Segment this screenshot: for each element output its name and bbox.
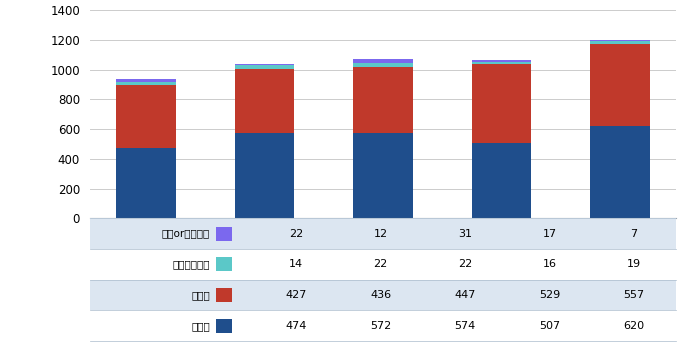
Bar [353,133,413,218]
FancyBboxPatch shape [216,258,233,271]
Bar [353,63,413,67]
Bar [591,41,649,44]
Text: 574: 574 [455,321,475,331]
Text: 529: 529 [539,290,560,300]
FancyBboxPatch shape [90,280,676,310]
Text: 7: 7 [631,229,638,239]
Text: 外因性: 外因性 [191,321,210,331]
Text: 17: 17 [542,229,557,239]
Text: 内因性: 内因性 [191,290,210,300]
Bar [117,79,175,82]
Text: 14: 14 [289,259,303,269]
Bar [591,126,649,218]
Text: 436: 436 [370,290,391,300]
Bar [472,143,531,218]
Bar [117,85,175,148]
Text: 22: 22 [289,229,304,239]
Bar [235,69,294,133]
Bar [353,59,413,63]
Text: 507: 507 [539,321,560,331]
Bar [235,65,294,69]
Text: 内因＆外因性: 内因＆外因性 [172,259,210,269]
FancyBboxPatch shape [216,288,233,302]
Text: 19: 19 [627,259,641,269]
Bar [117,148,175,218]
Text: 427: 427 [286,290,307,300]
Bar [591,44,649,126]
FancyBboxPatch shape [90,218,676,249]
Text: 474: 474 [286,321,307,331]
Bar [472,60,531,62]
Text: 16: 16 [542,259,557,269]
FancyBboxPatch shape [90,310,676,341]
Text: 620: 620 [623,321,644,331]
Bar [591,40,649,41]
Bar [235,64,294,65]
Text: 22: 22 [373,259,388,269]
Text: 557: 557 [623,290,644,300]
Text: 12: 12 [373,229,388,239]
Text: 22: 22 [458,259,472,269]
Bar [472,64,531,143]
Text: 31: 31 [458,229,472,239]
Text: 447: 447 [455,290,475,300]
Bar [235,133,294,218]
Bar [117,82,175,85]
Bar [353,67,413,133]
Text: 不明or分類不可: 不明or分類不可 [161,229,210,239]
Bar [472,62,531,64]
FancyBboxPatch shape [216,319,233,333]
Text: 572: 572 [370,321,391,331]
FancyBboxPatch shape [90,249,676,280]
FancyBboxPatch shape [216,227,233,240]
